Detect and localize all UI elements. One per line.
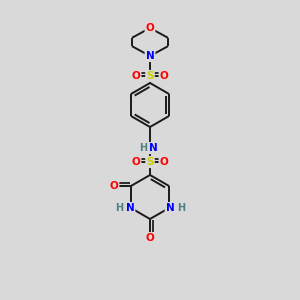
Text: O: O: [132, 157, 140, 167]
Text: O: O: [160, 157, 168, 167]
Text: H: H: [177, 203, 185, 213]
Text: N: N: [126, 203, 134, 213]
Text: O: O: [146, 233, 154, 243]
Text: N: N: [146, 51, 154, 61]
Text: O: O: [132, 71, 140, 81]
Text: O: O: [146, 23, 154, 33]
Text: N: N: [148, 143, 158, 153]
Text: H: H: [115, 203, 123, 213]
Text: O: O: [110, 181, 118, 191]
Text: O: O: [160, 71, 168, 81]
Text: H: H: [139, 143, 147, 153]
Text: S: S: [146, 71, 154, 81]
Text: N: N: [166, 203, 174, 213]
Text: S: S: [146, 157, 154, 167]
